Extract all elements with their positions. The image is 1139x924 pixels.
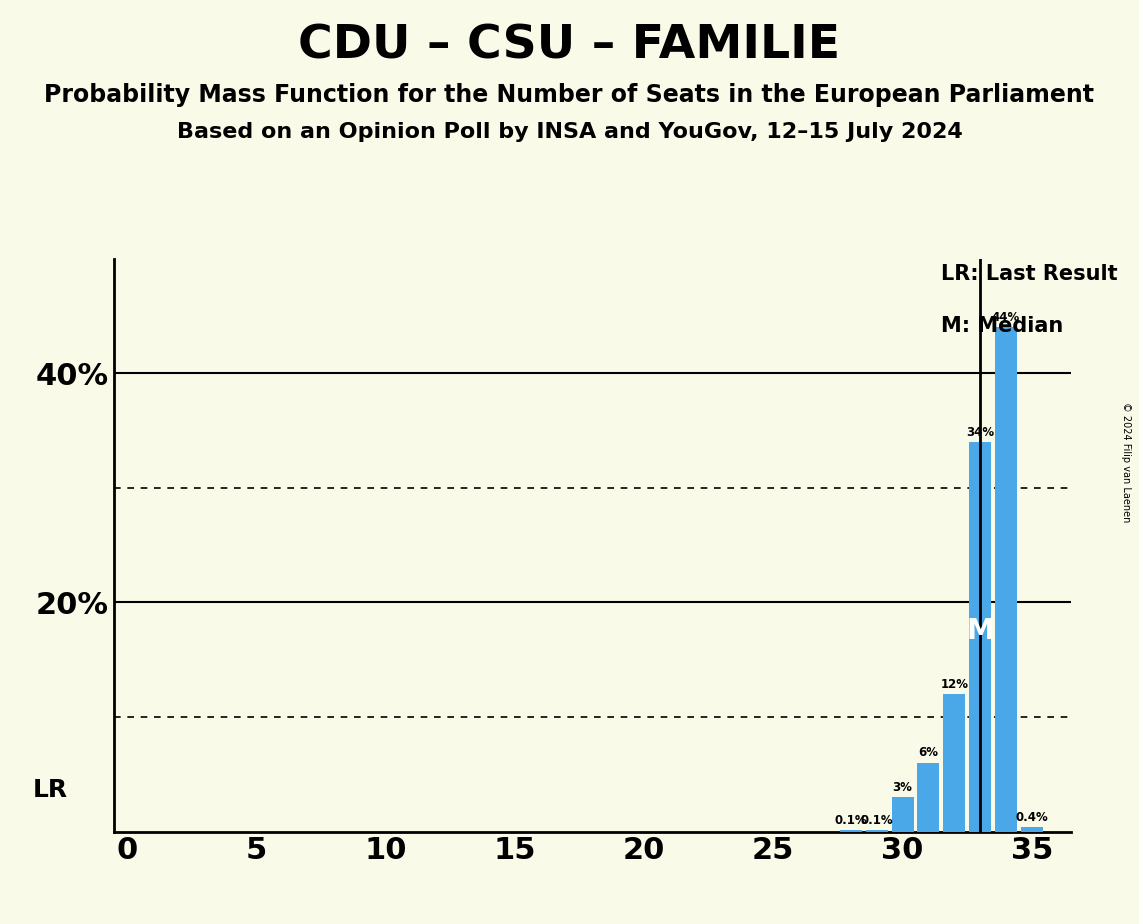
Text: LR: LR: [33, 778, 67, 802]
Text: 34%: 34%: [966, 426, 994, 439]
Bar: [969, 442, 991, 832]
Text: 12%: 12%: [941, 677, 968, 690]
Text: © 2024 Filip van Laenen: © 2024 Filip van Laenen: [1121, 402, 1131, 522]
Bar: [839, 831, 862, 832]
Bar: [917, 763, 940, 832]
Text: 0.1%: 0.1%: [860, 814, 893, 827]
Text: 0.1%: 0.1%: [835, 814, 867, 827]
Text: Based on an Opinion Poll by INSA and YouGov, 12–15 July 2024: Based on an Opinion Poll by INSA and You…: [177, 122, 962, 142]
Text: Probability Mass Function for the Number of Seats in the European Parliament: Probability Mass Function for the Number…: [44, 83, 1095, 107]
Text: 6%: 6%: [918, 747, 939, 760]
Bar: [995, 327, 1017, 832]
Text: M: M: [966, 617, 994, 645]
Bar: [866, 831, 887, 832]
Bar: [943, 694, 965, 832]
Bar: [1021, 827, 1043, 832]
Text: 3%: 3%: [893, 781, 912, 794]
Text: M: Median: M: Median: [942, 316, 1064, 336]
Text: LR: Last Result: LR: Last Result: [942, 264, 1118, 285]
Text: 0.4%: 0.4%: [1016, 810, 1048, 823]
Text: 44%: 44%: [992, 311, 1021, 324]
Bar: [892, 797, 913, 832]
Text: CDU – CSU – FAMILIE: CDU – CSU – FAMILIE: [298, 23, 841, 68]
